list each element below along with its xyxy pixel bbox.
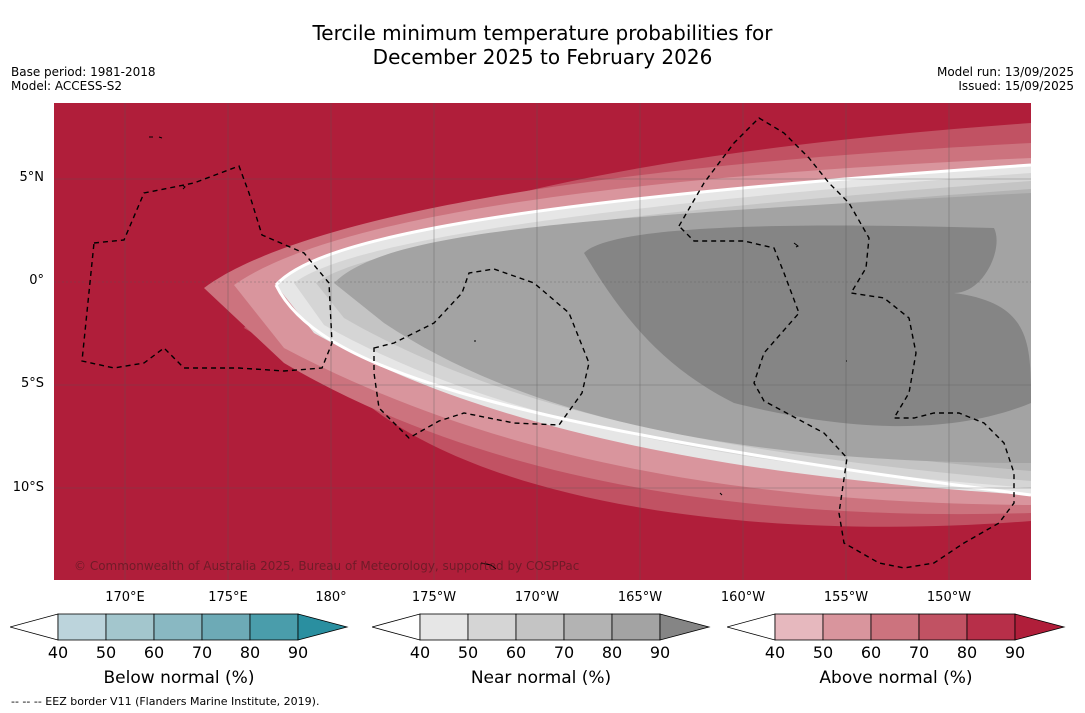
lon-label-180: 180° (315, 590, 347, 605)
cbar-below-under (10, 613, 59, 641)
colorbar-below-normal (10, 613, 349, 641)
colorbar-segment (918, 613, 968, 641)
lat-label-5s: 5°S (20, 376, 44, 391)
cbar-near-tick: 90 (649, 643, 671, 662)
eez-kiribati-west (81, 165, 333, 372)
cbar-near-tick: 60 (505, 643, 527, 662)
cbar-above-tick: 70 (908, 643, 930, 662)
model-name: Model: ACCESS-S2 (11, 79, 123, 93)
cbar-near-tick: 50 (457, 643, 479, 662)
lat-label-5n: 5°N (19, 170, 45, 185)
cbar-near-tick: 40 (409, 643, 431, 662)
meta-right: Model run: 13/09/2025 Issued: 15/09/2025 (937, 65, 1074, 93)
cbar-above-tick: 80 (956, 643, 978, 662)
lon-label-170e: 170°E (105, 590, 145, 605)
lon-label-165w: 165°W (617, 590, 663, 605)
colorbar-segment (467, 613, 517, 641)
colorbar-segment (419, 613, 469, 641)
lat-label-10s: 10°S (12, 480, 44, 495)
cbar-below-tick: 90 (287, 643, 309, 662)
lon-label-160w: 160°W (720, 590, 766, 605)
near-band-90 (584, 225, 1031, 427)
colorbar-segment (153, 613, 203, 641)
colorbar-segment (870, 613, 920, 641)
colorbar-segment (774, 613, 824, 641)
graticule (54, 103, 1031, 580)
lon-label-175e: 175°E (208, 590, 248, 605)
eez-legend-note: -- -- -- EEZ border V11 (Flanders Marine… (11, 695, 320, 708)
colorbar-segment (249, 613, 299, 641)
colorbar-segment (201, 613, 251, 641)
cbar-near-label: Near normal (%) (470, 668, 612, 688)
lon-label-155w: 155°W (823, 590, 869, 605)
colorbar-above-normal (727, 613, 1066, 641)
cbar-above-tick: 50 (812, 643, 834, 662)
cbar-near-tick: 80 (601, 643, 623, 662)
cbar-above-tick: 60 (860, 643, 882, 662)
cbar-below-tick: 70 (191, 643, 213, 662)
title-line-1: Tercile minimum temperature probabilitie… (312, 21, 773, 45)
copyright-notice: © Commonwealth of Australia 2025, Bureau… (74, 559, 580, 573)
eez-phoenix (373, 268, 590, 439)
colorbar-segment (966, 613, 1016, 641)
tercile-boundary (274, 163, 1031, 497)
lon-label-170w: 170°W (514, 590, 560, 605)
meta-left: Base period: 1981-2018 Model: ACCESS-S2 (11, 65, 156, 93)
cbar-near-under (372, 613, 421, 641)
model-run: Model run: 13/09/2025 (936, 65, 1074, 79)
lat-label-0: 0° (29, 273, 44, 288)
eez-borders (81, 117, 1015, 569)
cbar-below-tick: 60 (143, 643, 165, 662)
cbar-below-tick: 40 (47, 643, 69, 662)
cbar-below-over (297, 613, 349, 641)
islands (149, 136, 847, 570)
probability-map (54, 103, 1031, 580)
colorbar-segment (515, 613, 565, 641)
cbar-below-tick: 50 (95, 643, 117, 662)
colorbar-segment (57, 613, 107, 641)
colorbar-segment (822, 613, 872, 641)
base-period: Base period: 1981-2018 (11, 65, 156, 79)
issued-date: Issued: 15/09/2025 (958, 79, 1074, 93)
cbar-near-tick: 70 (553, 643, 575, 662)
colorbar-segment (105, 613, 155, 641)
cbar-above-tick: 90 (1004, 643, 1026, 662)
lon-label-150w: 150°W (926, 590, 972, 605)
cbar-near-over (659, 613, 711, 641)
cbar-above-tick: 40 (764, 643, 786, 662)
cbar-above-label: Above normal (%) (819, 668, 973, 688)
map-title: Tercile minimum temperature probabilitie… (0, 21, 1085, 69)
cbar-below-label: Below normal (%) (103, 668, 255, 688)
cbar-above-under (727, 613, 776, 641)
colorbar-segment (611, 613, 661, 641)
lon-label-175w: 175°W (411, 590, 457, 605)
cbar-below-tick: 80 (239, 643, 261, 662)
eez-line-islands (678, 117, 1015, 569)
title-line-2: December 2025 to February 2026 (372, 45, 713, 69)
colorbar-near-normal (372, 613, 711, 641)
cbar-above-over (1014, 613, 1066, 641)
colorbar-segment (563, 613, 613, 641)
